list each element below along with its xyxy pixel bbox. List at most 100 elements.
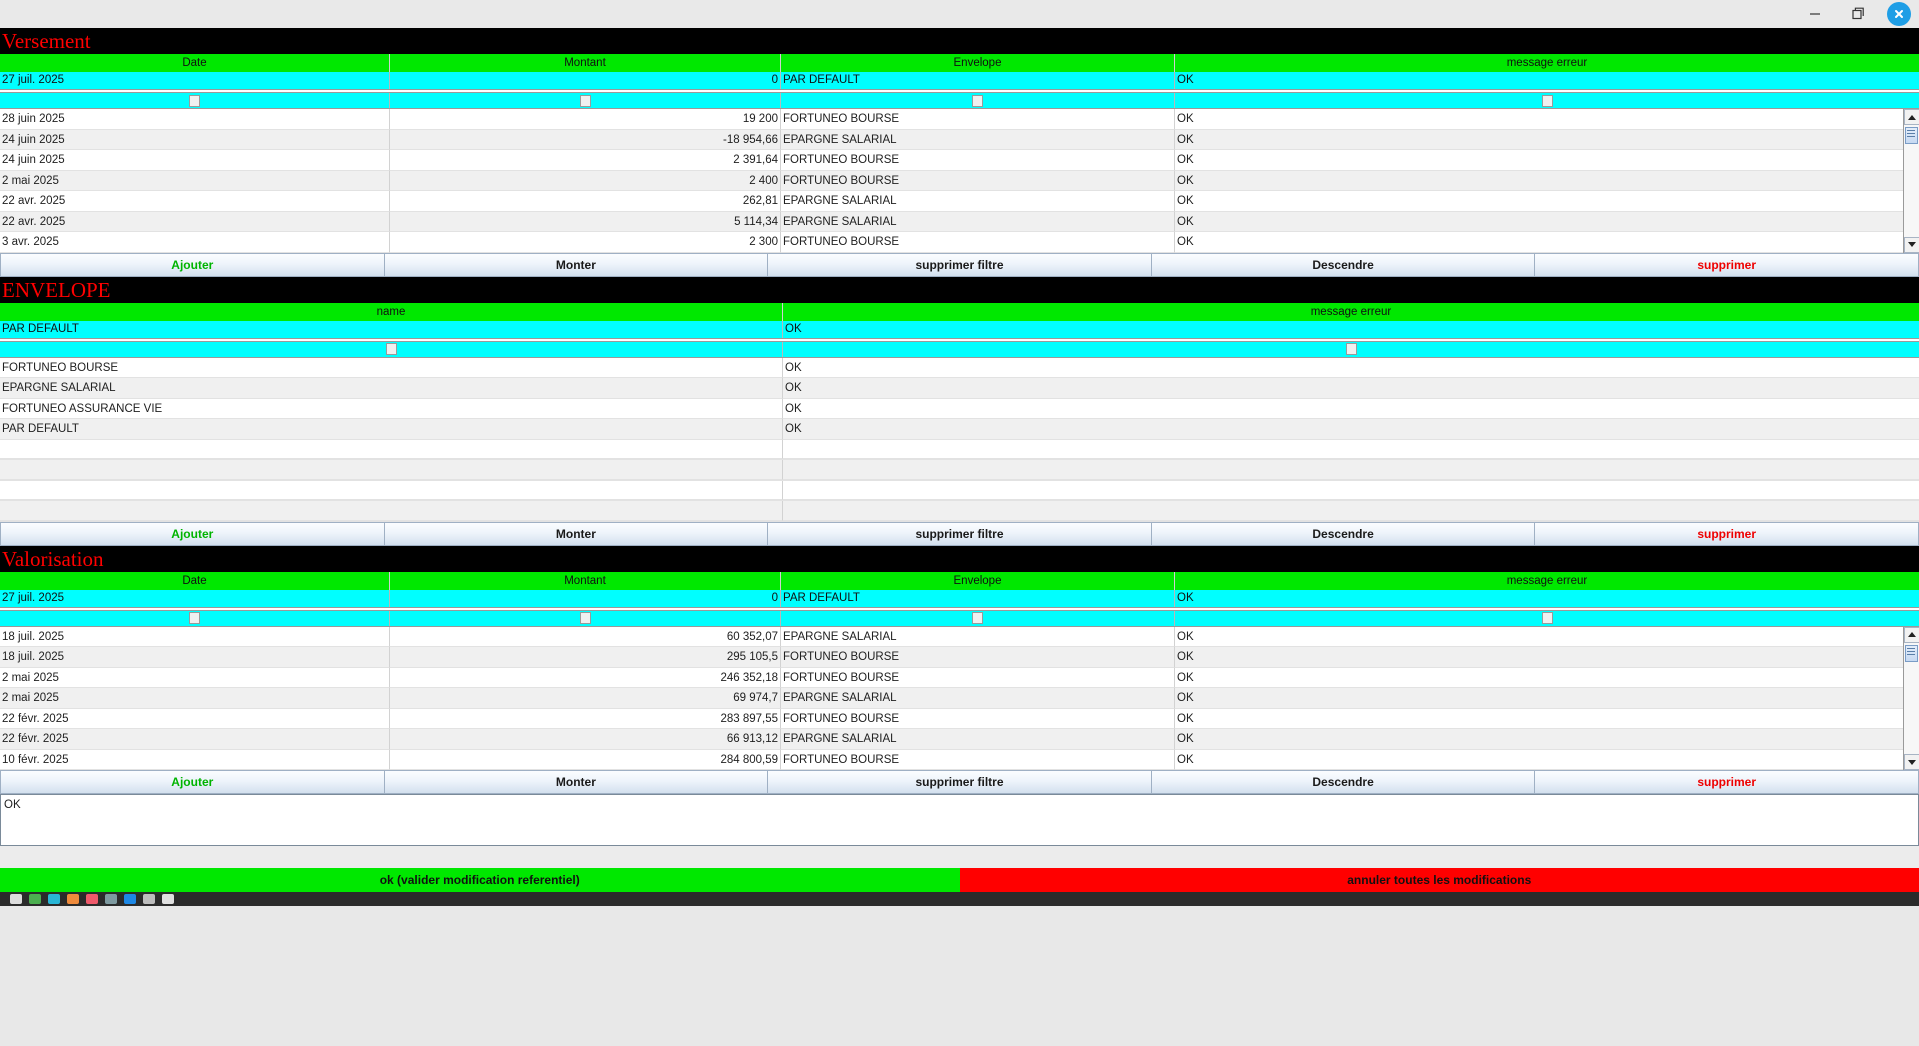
cell-montant[interactable]: 246 352,18 bbox=[390, 667, 781, 688]
move-down-button[interactable]: Descendre bbox=[1151, 252, 1536, 277]
column-header-date[interactable]: Date bbox=[0, 54, 390, 72]
cell-message-erreur[interactable]: OK bbox=[783, 358, 1919, 378]
scroll-down-icon[interactable] bbox=[1903, 754, 1919, 770]
new-entry-name[interactable]: PAR DEFAULT bbox=[0, 320, 783, 338]
filter-cell-date[interactable] bbox=[0, 93, 390, 108]
filter-cell-montant[interactable] bbox=[390, 93, 781, 108]
filter-box-icon[interactable] bbox=[385, 343, 397, 355]
table-row[interactable]: 18 juil. 2025 60 352,07 EPARGNE SALARIAL OK bbox=[0, 626, 1903, 647]
cell-date[interactable]: 24 juin 2025 bbox=[0, 129, 390, 150]
grid-envelope-filter-row[interactable] bbox=[0, 341, 1919, 358]
cell-montant[interactable]: 69 974,7 bbox=[390, 688, 781, 709]
taskbar-icon[interactable] bbox=[143, 894, 155, 904]
filter-cell-message-erreur[interactable] bbox=[1175, 610, 1919, 626]
scrollbar-thumb[interactable] bbox=[1904, 127, 1918, 144]
taskbar-icon[interactable] bbox=[10, 894, 22, 904]
filter-box-icon[interactable] bbox=[189, 612, 200, 624]
cell-envelope[interactable]: EPARGNE SALARIAL bbox=[781, 626, 1175, 647]
move-down-button[interactable]: Descendre bbox=[1151, 770, 1536, 794]
table-row[interactable]: FORTUNEO BOURSE OK bbox=[0, 357, 1919, 378]
scrollbar-track[interactable] bbox=[1903, 642, 1919, 754]
add-button[interactable]: Ajouter bbox=[0, 770, 385, 794]
cell-message-erreur[interactable]: OK bbox=[1175, 191, 1903, 212]
cell-montant[interactable]: 2 400 bbox=[390, 170, 781, 191]
cell-message-erreur[interactable]: OK bbox=[1175, 232, 1903, 253]
cell-message-erreur[interactable]: OK bbox=[1175, 109, 1903, 130]
cell-envelope[interactable]: FORTUNEO BOURSE bbox=[781, 232, 1175, 253]
cell-montant[interactable]: 2 300 bbox=[390, 232, 781, 253]
taskbar-icon[interactable] bbox=[86, 894, 98, 904]
cell-date[interactable]: 18 juil. 2025 bbox=[0, 626, 390, 647]
table-row[interactable]: 10 févr. 2025 284 800,59 FORTUNEO BOURSE OK bbox=[0, 749, 1903, 770]
grid-envelope-new-entry-row[interactable]: PAR DEFAULT OK bbox=[0, 320, 1919, 338]
cell-date[interactable]: 2 mai 2025 bbox=[0, 688, 390, 709]
cell-envelope[interactable]: FORTUNEO BOURSE bbox=[781, 109, 1175, 130]
validate-referential-button[interactable]: ok (valider modification referentiel) bbox=[0, 868, 960, 892]
table-row[interactable]: 2 mai 2025 69 974,7 EPARGNE SALARIAL OK bbox=[0, 688, 1903, 709]
filter-cell-date[interactable] bbox=[0, 610, 390, 626]
add-button[interactable]: Ajouter bbox=[0, 521, 385, 546]
cell-montant[interactable]: 60 352,07 bbox=[390, 626, 781, 647]
table-row[interactable]: FORTUNEO ASSURANCE VIE OK bbox=[0, 398, 1919, 419]
scroll-up-icon[interactable] bbox=[1903, 626, 1919, 643]
scroll-down-icon[interactable] bbox=[1903, 236, 1919, 253]
filter-box-icon[interactable] bbox=[579, 94, 591, 107]
filter-box-icon[interactable] bbox=[189, 94, 200, 107]
scrollbar-track[interactable] bbox=[1903, 125, 1919, 237]
column-header-envelope[interactable]: Envelope bbox=[781, 54, 1175, 72]
column-header-message-erreur[interactable]: message erreur bbox=[783, 302, 1919, 321]
filter-cell-envelope[interactable] bbox=[781, 93, 1175, 108]
cell-message-erreur[interactable]: OK bbox=[1175, 171, 1903, 191]
filter-cell-envelope[interactable] bbox=[781, 610, 1175, 626]
cell-montant[interactable]: 19 200 bbox=[390, 109, 781, 130]
table-row[interactable]: 2 mai 2025 246 352,18 FORTUNEO BOURSE OK bbox=[0, 667, 1903, 688]
table-row[interactable]: EPARGNE SALARIAL OK bbox=[0, 378, 1919, 399]
new-entry-montant[interactable]: 0 bbox=[390, 589, 781, 607]
cell-envelope[interactable]: EPARGNE SALARIAL bbox=[781, 729, 1175, 750]
cell-date[interactable]: 28 juin 2025 bbox=[0, 109, 390, 130]
maximize-icon[interactable] bbox=[1837, 1, 1881, 27]
table-row[interactable]: 22 avr. 2025 262,81 EPARGNE SALARIAL OK bbox=[0, 191, 1903, 212]
taskbar-icon[interactable] bbox=[48, 894, 60, 904]
column-header-name[interactable]: name bbox=[0, 302, 783, 321]
cell-message-erreur[interactable]: OK bbox=[1175, 750, 1903, 770]
filter-box-icon[interactable] bbox=[972, 94, 983, 107]
cancel-all-modifications-button[interactable]: annuler toutes les modifications bbox=[959, 868, 1919, 892]
cell-message-erreur[interactable]: OK bbox=[1175, 212, 1903, 232]
clear-filter-button[interactable]: supprimer filtre bbox=[768, 521, 1152, 546]
cell-date[interactable]: 3 avr. 2025 bbox=[0, 232, 390, 253]
new-entry-date[interactable]: 27 juil. 2025 bbox=[0, 72, 390, 89]
filter-cell-message-erreur[interactable] bbox=[783, 341, 1919, 357]
cell-envelope[interactable]: FORTUNEO BOURSE bbox=[781, 170, 1175, 191]
column-header-montant[interactable]: Montant bbox=[390, 54, 781, 72]
cell-message-erreur[interactable]: OK bbox=[783, 378, 1919, 399]
cell-message-erreur[interactable]: OK bbox=[1175, 627, 1903, 647]
cell-montant[interactable]: 262,81 bbox=[390, 191, 781, 212]
table-row[interactable]: 3 avr. 2025 2 300 FORTUNEO BOURSE OK bbox=[0, 232, 1903, 253]
new-entry-envelope[interactable]: PAR DEFAULT bbox=[781, 589, 1175, 607]
filter-box-icon[interactable] bbox=[579, 612, 591, 624]
filter-cell-message-erreur[interactable] bbox=[1175, 93, 1919, 108]
new-entry-envelope[interactable]: PAR DEFAULT bbox=[781, 72, 1175, 89]
add-button[interactable]: Ajouter bbox=[0, 252, 385, 277]
delete-button[interactable]: supprimer bbox=[1535, 252, 1919, 277]
column-header-message-erreur[interactable]: message erreur bbox=[1175, 571, 1919, 590]
table-row[interactable]: 22 févr. 2025 283 897,55 FORTUNEO BOURSE OK bbox=[0, 708, 1903, 729]
cell-envelope[interactable]: EPARGNE SALARIAL bbox=[781, 688, 1175, 709]
cell-envelope[interactable]: FORTUNEO BOURSE bbox=[781, 749, 1175, 770]
cell-date[interactable]: 22 avr. 2025 bbox=[0, 211, 390, 232]
filter-cell-name[interactable] bbox=[0, 341, 783, 357]
move-up-button[interactable]: Monter bbox=[384, 521, 769, 546]
cell-date[interactable]: 10 févr. 2025 bbox=[0, 749, 390, 770]
grid-valorisation-new-entry-row[interactable]: 27 juil. 2025 0 PAR DEFAULT OK bbox=[0, 589, 1919, 607]
taskbar-icon[interactable] bbox=[67, 894, 79, 904]
cell-message-erreur[interactable]: OK bbox=[1175, 729, 1903, 750]
column-header-envelope[interactable]: Envelope bbox=[781, 571, 1175, 590]
vertical-scrollbar-valorisation[interactable] bbox=[1903, 626, 1919, 770]
cell-date[interactable]: 22 avr. 2025 bbox=[0, 191, 390, 212]
taskbar-icon[interactable] bbox=[29, 894, 41, 904]
taskbar-icon[interactable] bbox=[124, 894, 136, 904]
table-row[interactable]: PAR DEFAULT OK bbox=[0, 419, 1919, 440]
cell-message-erreur[interactable]: OK bbox=[1175, 709, 1903, 729]
cell-montant[interactable]: 66 913,12 bbox=[390, 729, 781, 750]
